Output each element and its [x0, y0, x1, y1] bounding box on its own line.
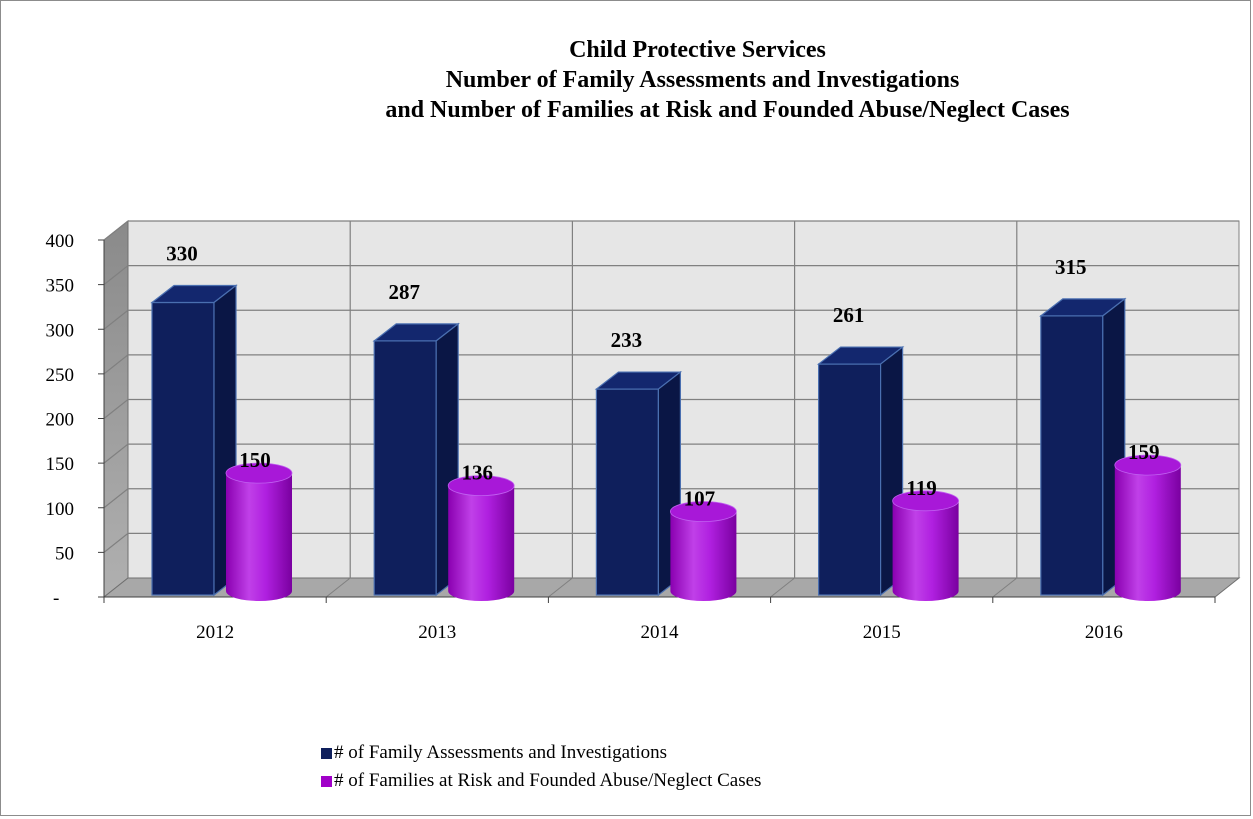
- floor-divider: [992, 577, 1018, 598]
- bar-at-risk: [448, 485, 515, 601]
- bar-assessments: [1040, 315, 1104, 596]
- y-tick-label: 100: [46, 499, 75, 520]
- bar-assessments: [373, 340, 437, 596]
- gridline-side: [103, 443, 129, 464]
- data-label-assessments: 233: [611, 328, 643, 352]
- x-category-label: 2013: [418, 622, 456, 643]
- gridline-side: [103, 265, 129, 286]
- gridline-side: [103, 309, 129, 330]
- chart-title-line-2: Number of Family Assessments and Investi…: [445, 67, 960, 93]
- y-tick-label: 250: [46, 365, 75, 386]
- bar-at-risk-top: [447, 475, 515, 497]
- y-tick-label: 300: [46, 320, 75, 341]
- y-tick-label: 200: [46, 410, 75, 431]
- x-category-label: 2014: [641, 622, 680, 643]
- x-category-label: 2012: [196, 622, 234, 643]
- gridline-side: [103, 488, 129, 509]
- floor-divider: [770, 577, 795, 598]
- y-tick-label: 50: [55, 543, 74, 564]
- chart-title: Child Protective Services Number of Fami…: [1, 35, 1253, 125]
- chart-title-line-1: Child Protective Services: [569, 37, 826, 63]
- legend-label-assessments: # of Family Assessments and Investigatio…: [334, 742, 668, 763]
- floor-divider: [325, 577, 351, 598]
- chart-title-line-3: and Number of Families at Risk and Found…: [385, 97, 1070, 123]
- bar-assessments: [595, 388, 660, 596]
- data-label-at-risk: 136: [461, 461, 493, 485]
- gridline-side: [103, 220, 129, 241]
- bar-at-risk-top: [892, 490, 959, 512]
- y-tick-label: -: [53, 588, 59, 609]
- legend-item-at-risk: # of Families at Risk and Founded Abuse/…: [321, 767, 761, 795]
- x-category-label: 2016: [1085, 622, 1123, 643]
- legend-label-at-risk: # of Families at Risk and Founded Abuse/…: [334, 770, 762, 791]
- bar-at-risk: [892, 500, 959, 601]
- x-category-label: 2015: [863, 622, 901, 643]
- bar-at-risk-top: [670, 501, 737, 522]
- y-tick-label: 400: [46, 231, 75, 252]
- floor-divider: [548, 577, 573, 598]
- bar-assessments: [817, 363, 882, 596]
- legend-swatch-assessments: [321, 747, 332, 759]
- data-label-at-risk: 150: [239, 448, 271, 472]
- bar-at-risk-top: [1114, 454, 1182, 476]
- data-label-at-risk: 107: [684, 487, 716, 511]
- bar-at-risk: [670, 511, 737, 601]
- data-label-assessments: 315: [1055, 255, 1087, 279]
- data-label-at-risk: 119: [906, 476, 936, 500]
- bar-at-risk: [226, 473, 292, 601]
- y-tick-label: 150: [46, 454, 75, 475]
- data-label-assessments: 287: [388, 280, 420, 304]
- legend-swatch-at-risk: [321, 775, 332, 787]
- bar-at-risk: [1114, 465, 1181, 601]
- data-label-at-risk: 159: [1128, 440, 1160, 464]
- gridline-side: [103, 354, 129, 375]
- data-label-assessments: 330: [166, 241, 198, 265]
- data-label-assessments: 261: [833, 303, 865, 327]
- bar-assessments: [151, 301, 215, 596]
- chart-legend: # of Family Assessments and Investigatio…: [321, 739, 761, 795]
- gridline-side: [103, 399, 129, 419]
- bar-at-risk-top: [225, 462, 293, 484]
- y-tick-label: 350: [46, 276, 75, 297]
- legend-item-assessments: # of Family Assessments and Investigatio…: [321, 739, 761, 767]
- gridline-side: [103, 532, 129, 553]
